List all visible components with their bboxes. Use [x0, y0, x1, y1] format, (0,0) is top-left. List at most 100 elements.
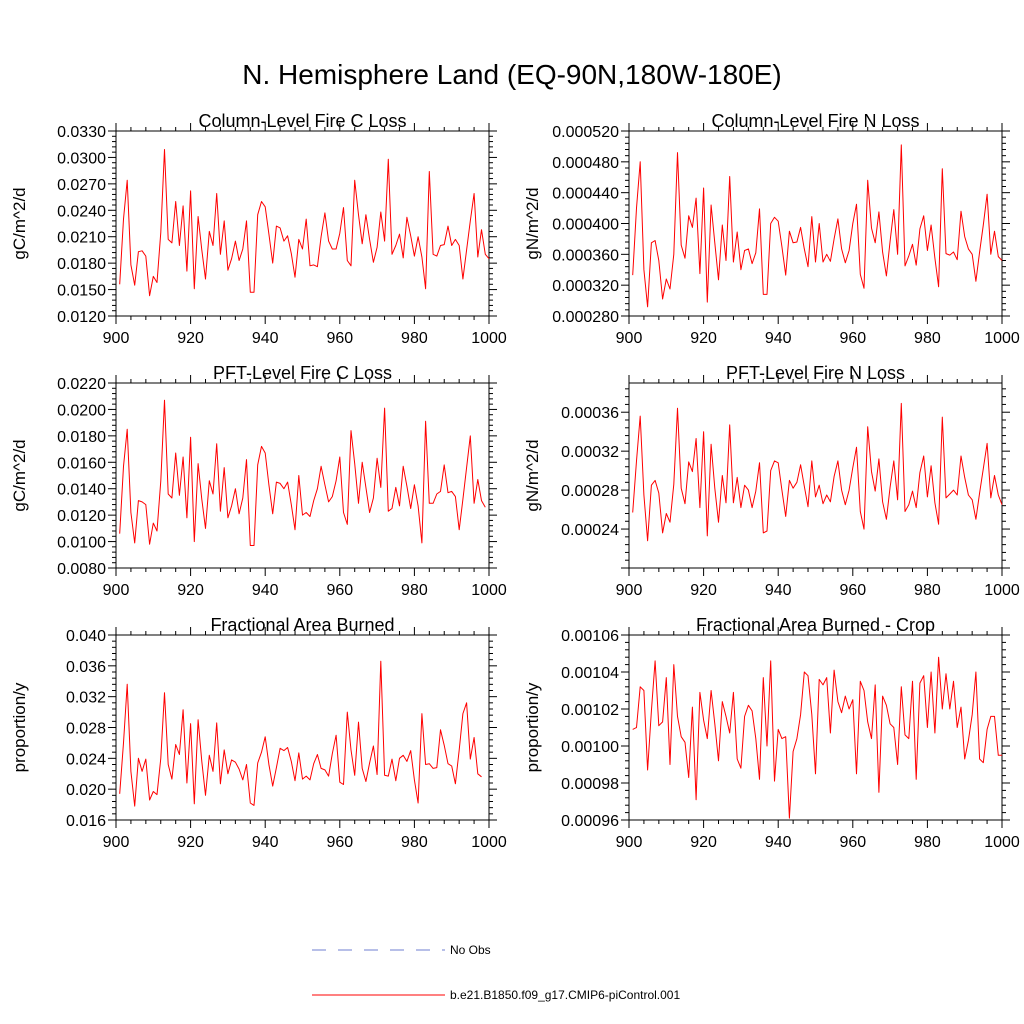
series-line	[632, 656, 1002, 819]
x-tick-label: 940	[252, 330, 279, 347]
plot-frame	[628, 382, 1003, 569]
x-tick-label: 980	[914, 834, 941, 851]
plot-frame	[115, 634, 490, 821]
y-tick-label: 0.0270	[57, 177, 106, 194]
y-tick-label: 0.040	[66, 628, 106, 645]
plot-frame	[115, 382, 490, 569]
y-tick-label: 0.0160	[57, 455, 106, 472]
chart-panel-4: PFT-Level Fire N Loss gN/m^2/d 900 920 940 96…	[523, 363, 1020, 599]
x-tick-label: 1000	[984, 582, 1020, 599]
x-tick-label: 980	[914, 582, 941, 599]
x-tick-label: 1000	[471, 330, 507, 347]
x-tick-label: 1000	[984, 834, 1020, 851]
y-tick-label: 0.036	[66, 659, 106, 676]
x-tick-label: 900	[103, 582, 130, 599]
y-axis-label: gN/m^2/d	[523, 187, 542, 259]
x-tick-label: 920	[177, 582, 204, 599]
legend-label-no-obs: No Obs	[450, 943, 491, 957]
x-tick-label: 900	[616, 582, 643, 599]
chart-title: Column-Level Fire N Loss	[711, 111, 919, 131]
y-axis-label: gC/m^2/d	[10, 439, 29, 511]
chart-panels: Column-Level Fire C Loss gC/m^2/d 900 920 94…	[10, 111, 1020, 851]
y-axis-label: proportion/y	[10, 682, 29, 772]
y-tick-label: 0.00096	[561, 813, 619, 830]
x-tick-label: 1000	[471, 834, 507, 851]
x-tick-label: 920	[690, 834, 717, 851]
x-tick-label: 920	[690, 582, 717, 599]
y-tick-label: 0.0120	[57, 309, 106, 326]
chart-title: PFT-Level Fire C Loss	[213, 363, 392, 383]
y-tick-label: 0.000440	[552, 186, 619, 203]
y-tick-label: 0.0200	[57, 402, 106, 419]
y-tick-label: 0.00032	[561, 444, 619, 461]
y-tick-label: 0.00028	[561, 483, 619, 500]
x-tick-label: 940	[252, 582, 279, 599]
y-tick-label: 0.000320	[552, 278, 619, 295]
x-tick-label: 900	[616, 834, 643, 851]
series-line	[119, 399, 486, 546]
chart-panel-5: Fractional Area Burned proportion/y 900 920…	[10, 615, 507, 851]
series-line	[119, 660, 482, 807]
chart-panel-6: Fractional Area Burned - Crop proportion/…	[523, 615, 1020, 851]
y-axis-label: proportion/y	[523, 682, 542, 772]
y-tick-label: 0.00106	[561, 628, 619, 645]
x-tick-label: 940	[765, 582, 792, 599]
plot-frame	[628, 634, 1003, 821]
chart-panel-1: Column-Level Fire C Loss gC/m^2/d 900 920 94…	[10, 111, 507, 347]
series-line	[119, 149, 490, 297]
y-tick-label: 0.0180	[57, 256, 106, 273]
y-tick-label: 0.0220	[57, 376, 106, 393]
y-tick-label: 0.00102	[561, 702, 619, 719]
x-tick-label: 980	[401, 582, 428, 599]
y-tick-label: 0.0300	[57, 150, 106, 167]
legend-label-model: b.e21.B1850.f09_g17.CMIP6-piControl.001	[450, 988, 680, 1002]
x-tick-label: 960	[326, 330, 353, 347]
y-tick-label: 0.032	[66, 690, 106, 707]
y-tick-label: 0.000480	[552, 155, 619, 172]
chart-title: Fractional Area Burned - Crop	[696, 615, 935, 635]
y-tick-label: 0.0240	[57, 203, 106, 220]
y-tick-label: 0.0330	[57, 124, 106, 141]
chart-title: Fractional Area Burned	[210, 615, 394, 635]
x-tick-label: 980	[401, 330, 428, 347]
chart-title: PFT-Level Fire N Loss	[726, 363, 905, 383]
y-tick-label: 0.0080	[57, 561, 106, 578]
x-tick-label: 960	[839, 330, 866, 347]
y-tick-label: 0.00104	[561, 665, 619, 682]
y-tick-label: 0.00100	[561, 739, 619, 756]
x-tick-label: 900	[616, 330, 643, 347]
y-tick-label: 0.0120	[57, 508, 106, 525]
x-tick-label: 1000	[471, 582, 507, 599]
y-tick-label: 0.016	[66, 813, 106, 830]
y-tick-label: 0.0150	[57, 283, 106, 300]
x-tick-label: 900	[103, 330, 130, 347]
x-tick-label: 960	[839, 834, 866, 851]
y-tick-label: 0.000400	[552, 217, 619, 234]
plot-frame	[628, 130, 1003, 317]
y-tick-label: 0.000280	[552, 309, 619, 326]
y-tick-label: 0.028	[66, 721, 106, 738]
plot-frame	[115, 130, 490, 317]
y-tick-label: 0.00036	[561, 405, 619, 422]
y-axis-label: gN/m^2/d	[523, 439, 542, 511]
x-tick-label: 920	[177, 834, 204, 851]
figure-title: N. Hemisphere Land (EQ-90N,180W-180E)	[242, 59, 782, 90]
y-tick-label: 0.00024	[561, 522, 619, 539]
y-tick-label: 0.0210	[57, 230, 106, 247]
x-tick-label: 920	[177, 330, 204, 347]
y-tick-label: 0.000520	[552, 124, 619, 141]
x-tick-label: 940	[765, 330, 792, 347]
y-tick-label: 0.020	[66, 782, 106, 799]
y-tick-label: 0.000360	[552, 247, 619, 264]
x-tick-label: 980	[401, 834, 428, 851]
x-tick-label: 1000	[984, 330, 1020, 347]
y-tick-label: 0.00098	[561, 776, 619, 793]
y-tick-label: 0.0180	[57, 429, 106, 446]
series-line	[632, 144, 1003, 308]
x-tick-label: 980	[914, 330, 941, 347]
x-tick-label: 960	[326, 834, 353, 851]
y-tick-label: 0.0140	[57, 482, 106, 499]
x-tick-label: 940	[252, 834, 279, 851]
y-tick-label: 0.024	[66, 751, 106, 768]
